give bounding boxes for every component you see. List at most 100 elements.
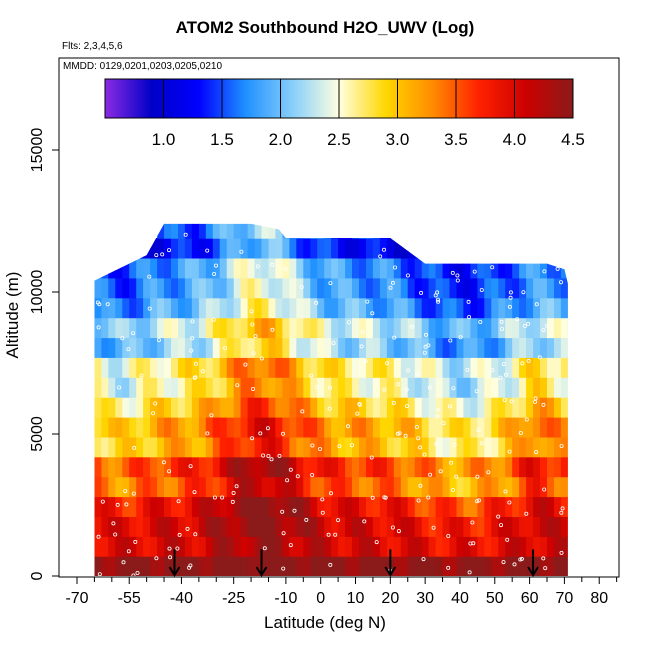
colorbar-tick-label: 1.0 — [152, 130, 176, 149]
heatmap-cell — [303, 456, 311, 478]
heatmap-cell — [400, 317, 409, 339]
heatmap-cell — [393, 277, 402, 299]
heatmap-cell — [345, 317, 353, 339]
heatmap-cell — [512, 257, 520, 279]
heatmap-cell — [164, 556, 172, 576]
heatmap-cell — [421, 257, 430, 279]
sample-points — [95, 232, 565, 578]
heatmap-cell — [491, 357, 499, 378]
heatmap-cell — [164, 476, 172, 498]
heatmap-cell — [233, 476, 242, 498]
heatmap-cell — [519, 476, 527, 498]
sample-point — [370, 311, 375, 316]
heatmap-cell — [519, 317, 527, 339]
heatmap-cell — [359, 238, 367, 259]
heatmap-cell — [268, 297, 277, 319]
heatmap-cell — [122, 476, 130, 498]
heatmap-cell — [289, 417, 297, 438]
heatmap-cell — [219, 556, 228, 576]
heatmap-cell — [282, 277, 290, 299]
heatmap-cell — [150, 337, 158, 358]
heatmap-cell — [101, 496, 109, 517]
heatmap-cell — [129, 297, 137, 319]
sample-point — [315, 384, 320, 389]
sample-point — [160, 252, 165, 257]
sample-point — [396, 529, 401, 534]
heatmap-cell — [282, 456, 290, 478]
heatmap-cell — [310, 277, 318, 299]
heatmap-cell — [554, 476, 562, 498]
heatmap-cell — [164, 223, 172, 239]
heatmap-cell — [94, 536, 102, 557]
sample-point — [503, 489, 508, 494]
heatmap-cell — [519, 436, 527, 458]
heatmap-cell — [324, 223, 332, 239]
heatmap-cell — [143, 496, 151, 517]
heatmap-cell — [366, 297, 374, 319]
heatmap-cell — [184, 397, 193, 418]
heatmap-field — [94, 223, 576, 576]
heatmap-cell — [428, 456, 437, 478]
sample-point — [327, 385, 332, 390]
heatmap-cell — [533, 556, 541, 576]
heatmap-cell — [379, 317, 388, 339]
heatmap-cell — [289, 277, 297, 299]
heatmap-cell — [414, 476, 423, 498]
heatmap-cell — [338, 476, 346, 498]
heatmap-cell — [400, 238, 409, 259]
heatmap-cell — [317, 496, 325, 517]
heatmap-cell — [268, 476, 277, 498]
heatmap-cell — [289, 357, 297, 378]
heatmap-cell — [157, 317, 165, 339]
heatmap-cell — [338, 417, 346, 438]
sample-point — [418, 483, 423, 488]
sample-point — [423, 344, 428, 349]
heatmap-cell — [233, 496, 242, 517]
heatmap-cell — [275, 357, 283, 378]
heatmap-cell — [442, 397, 451, 418]
sample-point — [521, 290, 526, 295]
heatmap-cell — [386, 436, 395, 458]
sample-point — [147, 274, 152, 279]
sample-point — [467, 570, 472, 575]
profile-arrows — [168, 549, 539, 577]
sample-point — [446, 565, 451, 570]
heatmap-cell — [393, 496, 402, 517]
profile-arrow-head — [527, 566, 539, 577]
heatmap-cell — [463, 496, 471, 517]
heatmap-cell — [254, 223, 263, 239]
heatmap-cell — [442, 337, 451, 358]
sample-point — [415, 371, 420, 376]
heatmap-cell — [268, 238, 277, 259]
heatmap-cell — [519, 337, 527, 358]
heatmap-cell — [491, 496, 499, 517]
heatmap-cell — [136, 337, 144, 358]
heatmap-cell — [324, 377, 332, 398]
heatmap-cell — [261, 257, 270, 279]
heatmap-cell — [275, 337, 283, 358]
heatmap-cell — [512, 277, 520, 299]
heatmap-cell — [164, 536, 172, 557]
heatmap-cell — [233, 257, 242, 279]
heatmap-cell — [547, 556, 555, 576]
sample-point — [543, 566, 548, 571]
heatmap-cell — [261, 496, 270, 517]
heatmap-cell — [547, 436, 555, 458]
heatmap-cell — [233, 556, 242, 576]
heatmap-cell — [547, 257, 555, 279]
heatmap-cell — [219, 238, 228, 259]
heatmap-cell — [303, 476, 311, 498]
heatmap-cell — [435, 456, 444, 478]
sample-point — [541, 402, 546, 407]
heatmap-cell — [449, 436, 458, 458]
sample-point — [124, 502, 129, 507]
sample-point — [365, 299, 370, 304]
heatmap-cell — [386, 417, 395, 438]
sample-point — [395, 431, 400, 436]
heatmap-cell — [157, 357, 165, 378]
heatmap-cell — [205, 377, 214, 398]
heatmap-cell — [512, 397, 520, 418]
heatmap-cell — [366, 357, 374, 378]
heatmap-cell — [568, 337, 576, 358]
heatmap-cell — [540, 277, 548, 299]
